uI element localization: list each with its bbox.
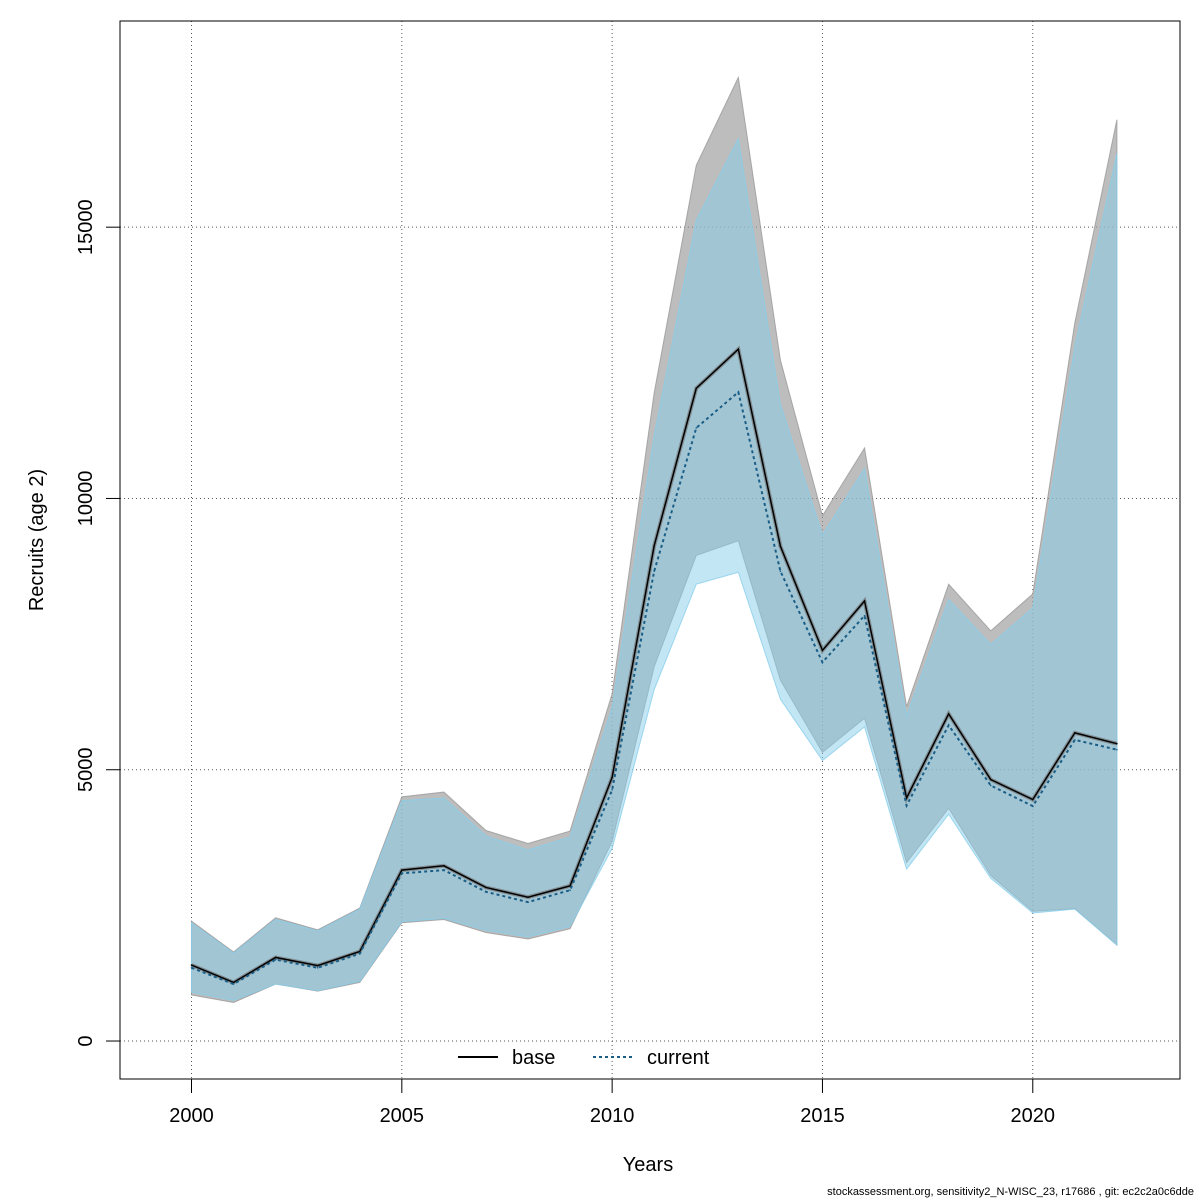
point-current-2009 bbox=[569, 889, 571, 891]
y-tick-label-5000: 5000 bbox=[75, 747, 97, 792]
point-base-2017 bbox=[905, 797, 908, 799]
legend-label-current: current bbox=[647, 1047, 710, 1069]
point-current-2020 bbox=[1031, 805, 1034, 807]
point-base-2015 bbox=[821, 649, 824, 652]
point-base-2002 bbox=[274, 956, 277, 959]
point-base-2018 bbox=[947, 713, 950, 715]
point-base-2000 bbox=[190, 964, 193, 966]
point-base-2006 bbox=[443, 864, 445, 867]
x-tick-label-2000: 2000 bbox=[169, 1105, 214, 1127]
point-base-2009 bbox=[569, 885, 571, 887]
x-tick-label-2010: 2010 bbox=[590, 1105, 635, 1127]
series-lines bbox=[190, 345, 1118, 986]
point-current-2004 bbox=[358, 952, 361, 955]
point-current-2015 bbox=[821, 661, 824, 664]
point-current-2002 bbox=[274, 958, 277, 961]
point-current-2006 bbox=[443, 869, 445, 871]
point-current-2013 bbox=[737, 391, 740, 393]
point-base-2012 bbox=[695, 387, 698, 390]
point-current-2003 bbox=[316, 966, 319, 969]
point-current-2011 bbox=[653, 570, 656, 572]
point-current-2021 bbox=[1074, 739, 1076, 741]
y-tick-label-0: 0 bbox=[75, 1035, 97, 1046]
point-base-2013 bbox=[737, 348, 740, 351]
point-current-2017 bbox=[905, 804, 908, 807]
point-current-2012 bbox=[695, 427, 698, 429]
point-current-2018 bbox=[947, 724, 950, 727]
point-current-2000 bbox=[190, 966, 193, 969]
point-base-2022 bbox=[1116, 742, 1118, 745]
legend: base current bbox=[458, 1047, 710, 1069]
y-axis: 0 5000 10000 15000 bbox=[75, 199, 121, 1047]
x-tick-label-2005: 2005 bbox=[380, 1105, 425, 1127]
line-current bbox=[191, 390, 1118, 986]
footer-caption: stockassessment.org, sensitivity2_N-WISC… bbox=[827, 1186, 1194, 1198]
point-current-2016 bbox=[863, 614, 866, 617]
point-base-2019 bbox=[989, 778, 992, 781]
point-current-2008 bbox=[527, 901, 529, 903]
y-axis-label: Recruits (age 2) bbox=[26, 469, 48, 611]
point-base-2016 bbox=[863, 600, 866, 602]
point-base-2011 bbox=[653, 544, 656, 547]
point-base-2021 bbox=[1074, 732, 1076, 734]
point-current-2001 bbox=[232, 983, 235, 985]
point-current-2010 bbox=[611, 789, 613, 791]
point-base-2020 bbox=[1031, 798, 1034, 801]
point-current-2014 bbox=[779, 570, 782, 572]
point-current-2022 bbox=[1116, 748, 1118, 751]
point-base-2008 bbox=[527, 896, 529, 899]
point-base-2005 bbox=[401, 869, 403, 871]
legend-label-base: base bbox=[512, 1047, 555, 1069]
point-current-2007 bbox=[485, 891, 487, 893]
point-base-2001 bbox=[232, 981, 235, 984]
point-current-2019 bbox=[989, 784, 992, 787]
point-base-2007 bbox=[485, 886, 487, 889]
x-axis-label: Years bbox=[623, 1154, 673, 1176]
x-axis: 2000 2005 2010 2015 2020 bbox=[169, 1078, 1056, 1127]
point-base-2010 bbox=[611, 776, 613, 779]
point-base-2014 bbox=[779, 545, 782, 548]
y-tick-label-15000: 15000 bbox=[75, 199, 97, 255]
point-current-2005 bbox=[401, 872, 403, 875]
x-tick-label-2020: 2020 bbox=[1011, 1105, 1056, 1127]
y-tick-label-10000: 10000 bbox=[75, 471, 97, 527]
x-tick-label-2015: 2015 bbox=[800, 1105, 845, 1127]
point-base-2003 bbox=[316, 964, 319, 967]
